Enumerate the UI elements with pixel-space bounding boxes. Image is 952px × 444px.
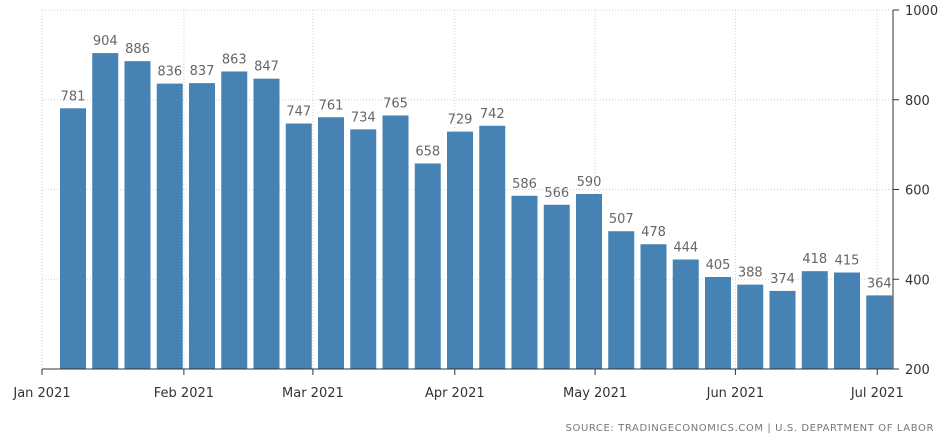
y-tick-label: 800	[905, 94, 930, 109]
bar	[156, 83, 183, 369]
bar	[60, 108, 86, 370]
bar	[318, 117, 344, 369]
data-label: 478	[641, 225, 666, 240]
data-label: 761	[319, 98, 344, 113]
x-tick-label: Jun 2021	[706, 386, 765, 401]
bar	[189, 83, 215, 370]
data-label: 590	[577, 175, 602, 190]
data-label: 747	[286, 105, 311, 120]
data-label: 781	[61, 89, 86, 104]
x-tick-label: May 2021	[563, 386, 627, 401]
bar	[866, 295, 893, 369]
x-tick-label: Jul 2021	[850, 386, 904, 401]
data-label: 415	[835, 254, 860, 269]
data-label: 837	[190, 64, 215, 79]
data-label: 729	[448, 113, 473, 128]
data-label: 374	[770, 272, 795, 287]
data-label: 734	[351, 110, 376, 125]
data-label: 742	[480, 107, 505, 122]
bars	[60, 53, 893, 370]
data-label: 418	[802, 252, 827, 267]
y-tick-label: 400	[905, 273, 930, 288]
bar	[801, 271, 828, 369]
data-label: 765	[383, 96, 408, 111]
data-label: 847	[254, 60, 279, 75]
data-label: 586	[512, 177, 537, 192]
data-label: 886	[125, 42, 150, 57]
y-tick-label: 600	[905, 184, 930, 199]
x-tick-label: Apr 2021	[425, 386, 485, 401]
bar	[769, 290, 796, 369]
bar	[511, 195, 538, 369]
data-label: 388	[738, 266, 763, 281]
bar	[576, 193, 602, 369]
bar	[834, 272, 860, 369]
bar	[92, 53, 119, 370]
x-tick-label: Feb 2021	[154, 386, 214, 401]
bar	[705, 277, 731, 369]
data-label: 405	[706, 258, 731, 273]
bar	[543, 204, 570, 369]
data-label: 836	[157, 65, 182, 80]
data-label: 364	[867, 276, 892, 291]
bar	[737, 284, 764, 369]
data-label: 566	[544, 186, 569, 201]
bar	[640, 244, 667, 369]
bar	[124, 61, 151, 369]
y-tick-label: 200	[905, 363, 930, 378]
bar	[285, 123, 312, 369]
axes: 200 400 600 800 1000 Jan 2021 Feb 2021 Mar 2021…	[12, 4, 938, 401]
bar	[608, 231, 635, 369]
x-tick-label: Mar 2021	[282, 386, 344, 401]
y-tick-label: 1000	[905, 4, 938, 19]
bar	[447, 131, 473, 369]
data-label: 658	[415, 144, 440, 159]
x-tick-label: Jan 2021	[12, 386, 70, 401]
data-label: 863	[222, 52, 247, 67]
bar	[479, 125, 506, 369]
source-note: SOURCE: TRADINGECONOMICS.COM | U.S. DEPA…	[565, 423, 934, 434]
data-label: 904	[93, 34, 118, 49]
bar	[414, 163, 441, 369]
bar	[382, 115, 409, 369]
bar	[221, 71, 248, 369]
bar	[253, 78, 280, 369]
data-label: 444	[673, 241, 698, 256]
bar	[350, 129, 377, 369]
bar	[672, 259, 699, 369]
data-label: 507	[609, 212, 634, 227]
data-labels: 781 904 886 836 837 863 847 747 761 734 765 658 729 7…	[61, 34, 892, 291]
